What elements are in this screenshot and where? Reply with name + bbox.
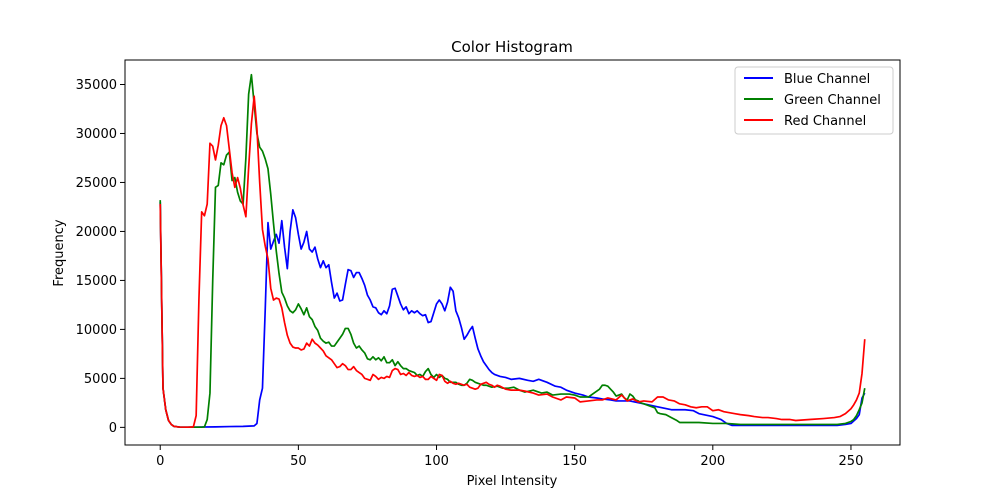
x-tick-label: 200 bbox=[700, 454, 725, 469]
y-tick-label: 15000 bbox=[76, 274, 117, 289]
y-axis-label: Frequency bbox=[52, 219, 67, 286]
x-axis-label: Pixel Intensity bbox=[467, 474, 558, 489]
y-tick-label: 20000 bbox=[76, 225, 117, 240]
series-line-red bbox=[159, 95, 866, 429]
y-axis: 0 5000 10000 15000 20000 25000 30000 35000 bbox=[76, 78, 125, 436]
series-layer bbox=[159, 73, 866, 429]
series-line-blue bbox=[159, 202, 866, 429]
legend-label-red: Red Channel bbox=[784, 114, 866, 129]
y-tick-label: 30000 bbox=[76, 127, 117, 142]
y-tick-label: 10000 bbox=[76, 323, 117, 338]
x-tick-label: 250 bbox=[839, 454, 864, 469]
y-tick-label: 5000 bbox=[84, 372, 117, 387]
plot-frame bbox=[124, 59, 901, 446]
x-axis: 0 50 100 150 200 250 bbox=[156, 445, 863, 469]
x-tick-label: 150 bbox=[562, 454, 587, 469]
x-tick-label: 50 bbox=[290, 454, 307, 469]
legend-label-blue: Blue Channel bbox=[784, 72, 870, 87]
x-tick-label: 0 bbox=[156, 454, 164, 469]
legend: Blue Channel Green Channel Red Channel bbox=[734, 66, 894, 135]
y-tick-label: 35000 bbox=[76, 78, 117, 93]
x-tick-label: 100 bbox=[424, 454, 449, 469]
y-tick-label: 25000 bbox=[76, 176, 117, 191]
y-tick-label: 0 bbox=[109, 421, 117, 436]
legend-label-green: Green Channel bbox=[784, 93, 881, 108]
chart-title: Color Histogram bbox=[451, 38, 573, 56]
legend-box bbox=[734, 66, 894, 135]
